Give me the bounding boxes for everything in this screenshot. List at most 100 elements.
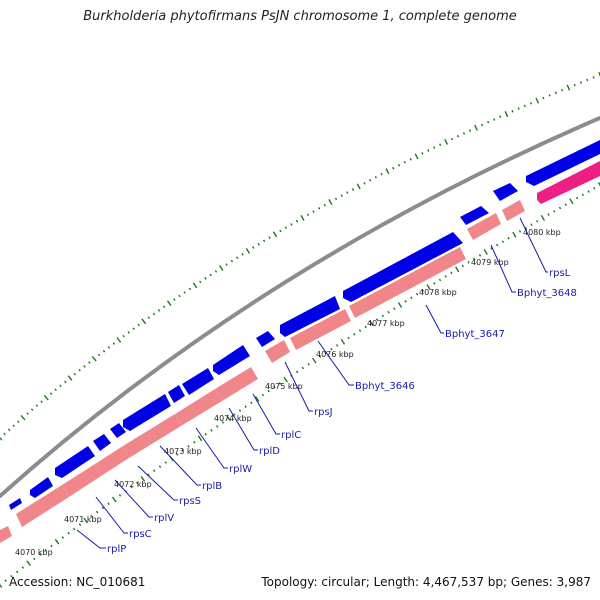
forward-gene[interactable] — [213, 345, 250, 375]
tick-mark — [374, 175, 378, 179]
tick-mark — [61, 536, 65, 539]
tick-mark — [351, 188, 355, 191]
reverse-gene[interactable] — [95, 446, 129, 476]
tick-mark — [364, 325, 367, 329]
tick-mark — [199, 280, 202, 284]
reverse-gene[interactable] — [62, 464, 101, 497]
tick-mark — [209, 273, 212, 277]
tick-mark — [450, 137, 454, 141]
gene-label[interactable]: rplW — [229, 464, 252, 475]
tick-mark — [140, 475, 146, 482]
leader-line — [490, 244, 516, 293]
gene-label[interactable]: rpsS — [179, 496, 201, 507]
forward-gene[interactable] — [9, 498, 22, 510]
tick-mark — [426, 284, 431, 290]
tick-mark — [397, 163, 401, 167]
forward-gene[interactable] — [110, 423, 126, 438]
tick-mark — [83, 365, 86, 368]
forward-gene[interactable] — [55, 446, 95, 478]
reverse-gene[interactable] — [123, 414, 181, 458]
gene-label[interactable]: Bphyt_3647 — [445, 329, 505, 340]
reverse-gene[interactable] — [290, 309, 351, 350]
tick-mark — [10, 574, 13, 578]
gene-label[interactable]: rpsJ — [314, 407, 333, 418]
reverse-strand-genes — [0, 161, 600, 543]
tick-mark — [230, 259, 234, 263]
reverse-gene[interactable] — [265, 340, 290, 363]
leader-line — [137, 465, 178, 501]
reverse-gene[interactable] — [502, 200, 525, 221]
tick-mark — [147, 316, 151, 320]
tick-mark — [369, 320, 374, 327]
tick-mark — [193, 441, 196, 444]
tick-mark — [101, 506, 105, 510]
gene-label[interactable]: rplD — [259, 446, 280, 457]
tick-mark — [335, 344, 339, 347]
tick-mark — [295, 219, 299, 223]
tick-label: 4080 kbp — [523, 228, 561, 237]
tick-mark — [328, 199, 333, 205]
tick-mark — [278, 382, 282, 385]
tick-mark — [158, 465, 162, 468]
forward-gene[interactable] — [280, 296, 340, 337]
forward-gene[interactable] — [256, 331, 275, 347]
tick-mark — [393, 307, 396, 310]
tick-mark — [90, 514, 93, 518]
gene-label[interactable]: rpsL — [549, 268, 571, 279]
gene-label[interactable]: rplP — [107, 544, 126, 555]
forward-gene[interactable] — [343, 232, 463, 302]
forward-gene[interactable] — [30, 477, 53, 498]
tick-mark — [164, 461, 167, 464]
tick-mark — [456, 134, 460, 138]
reverse-gene[interactable] — [175, 389, 222, 426]
tick-mark — [40, 400, 43, 403]
tick-mark — [107, 502, 110, 506]
forward-gene[interactable] — [460, 206, 489, 225]
forward-gene[interactable] — [493, 183, 518, 201]
tick-mark — [295, 370, 299, 374]
tick-mark — [421, 289, 424, 292]
tick-mark — [518, 230, 522, 233]
tick-mark — [586, 78, 589, 82]
tick-mark — [252, 246, 255, 249]
leader-line — [114, 479, 153, 518]
reverse-gene[interactable] — [215, 367, 258, 401]
tick-mark — [524, 226, 527, 230]
forward-gene[interactable] — [123, 394, 171, 431]
tick-mark — [78, 523, 82, 527]
tick-mark — [421, 152, 424, 155]
forward-gene[interactable] — [168, 385, 185, 403]
genome-summary: Topology: circular; Length: 4,467,537 bp… — [261, 575, 591, 589]
tick-mark — [493, 118, 496, 121]
reverse-gene[interactable] — [349, 247, 466, 318]
forward-gene[interactable] — [526, 140, 600, 186]
tick-mark — [387, 310, 390, 314]
tick-mark — [3, 432, 6, 436]
tick-mark — [268, 236, 271, 239]
tick-mark — [535, 219, 539, 223]
tick-mark — [381, 314, 384, 318]
reverse-gene-highlight[interactable] — [537, 161, 600, 204]
tick-mark — [290, 223, 293, 226]
tick-mark — [107, 346, 111, 349]
gene-label[interactable]: rplV — [154, 513, 174, 524]
tick-mark — [318, 355, 322, 359]
gene-label[interactable]: rplC — [281, 430, 301, 441]
reverse-gene[interactable] — [16, 485, 69, 527]
forward-gene[interactable] — [93, 434, 111, 451]
tick-mark — [535, 97, 540, 104]
tick-mark — [67, 375, 73, 381]
tick-mark — [118, 494, 122, 497]
gene-label[interactable]: rpsC — [129, 529, 152, 540]
tick-mark — [490, 247, 493, 250]
tick-mark — [324, 351, 327, 355]
gene-label[interactable]: Bphyt_3648 — [517, 288, 577, 299]
reverse-gene[interactable] — [467, 213, 501, 240]
tick-mark — [340, 194, 343, 198]
gene-label[interactable]: Bphyt_3646 — [355, 381, 415, 392]
reverse-gene[interactable] — [0, 526, 12, 543]
tick-mark — [579, 81, 583, 84]
gene-label[interactable]: rplB — [202, 481, 222, 492]
forward-gene[interactable] — [182, 368, 214, 395]
